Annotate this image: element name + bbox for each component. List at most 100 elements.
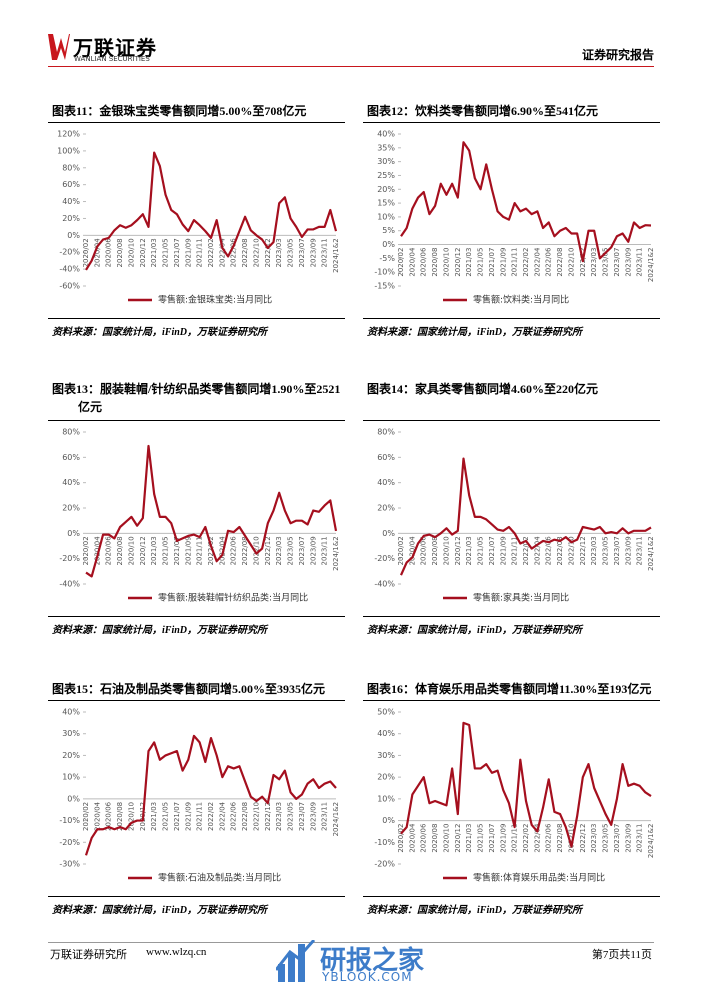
x-tick-label: 2022/10 [567,824,575,853]
y-tick-label: -60% [59,282,80,291]
y-tick-label: 60% [377,453,395,462]
x-tick-label: 2021/07 [173,536,181,565]
x-tick-label: 2023/07 [298,238,306,267]
x-tick-label: 2020/04 [408,536,416,566]
chart: -30% -20% -10% 0% 10% 20% 30% 40% 2020/02 2020/04… [59,708,340,884]
y-tick-label: -20% [59,248,80,257]
x-tick-label: 2022/10 [567,248,575,277]
x-tick-label: 2020/04 [408,823,416,853]
chart-title: 图表14：家具类零售额同增4.60%至220亿元 [367,382,599,396]
x-tick-label: 2020/12 [454,824,462,853]
series-line [400,141,652,263]
series-line [85,151,338,271]
x-tick-label: 2021/09 [499,536,507,565]
x-tick-label: 2021/05 [162,536,170,565]
x-tick-label: 2022/10 [567,536,575,565]
x-tick-label: 2023/03 [275,802,283,831]
x-tick-label: 2021/11 [511,536,519,565]
x-tick-label: 2020/06 [105,801,113,831]
x-tick-label: 2021/09 [499,824,507,853]
x-tick-label: 2023/11 [321,536,329,565]
x-tick-label: 2024/1&2 [332,802,340,837]
source-rule [48,616,345,617]
x-tick-label: 2021/07 [488,824,496,853]
watermark-subtext: YBLOOK.COM [322,970,413,984]
x-tick-label: 2023/11 [636,536,644,565]
x-tick-label: 2021/05 [477,248,485,277]
chart: -20% -10% 0% 10% 20% 30% 40% 50% 2020/02 2020/04 2… [374,708,655,884]
source-note: 资料来源：国家统计局，iFinD，万联证券研究所 [52,905,268,916]
watermark-text: 研报之家 [320,946,425,976]
source-note: 资料来源：国家统计局，iFinD，万联证券研究所 [367,625,583,636]
x-tick-label: 2024/1&2 [332,536,340,571]
footer-website: www.wlzq.cn [146,946,207,958]
x-tick-label: 2023/11 [321,802,329,831]
x-tick-label: 2022/08 [556,248,564,277]
x-tick-label: 2022/12 [264,536,272,565]
y-tick-label: 0% [67,231,80,240]
y-tick-label: 35% [377,143,395,152]
watermark-icon [276,940,316,982]
x-tick-label: 2022/04 [533,823,541,853]
source-note: 资料来源：国家统计局，iFinD，万联证券研究所 [52,327,268,338]
series-line [84,734,337,856]
y-tick-label: 0% [67,794,80,803]
x-tick-label: 2020/12 [139,536,147,565]
y-tick-label: 10% [377,794,395,803]
y-tick-label: 10% [62,773,80,782]
x-tick-label: 2020/08 [431,248,439,277]
source-rule [363,318,660,319]
series-line [399,457,652,576]
x-tick-label: 2020/06 [420,823,428,853]
x-tick-label: 2023/07 [298,536,306,565]
y-tick-label: 60% [62,180,80,189]
x-tick-label: 2021/03 [150,802,158,831]
y-tick-label: 20% [62,504,80,513]
x-tick-label: 2022/08 [556,536,564,565]
x-tick-label: 2022/10 [252,238,260,267]
x-tick-label: 2022/10 [252,536,260,565]
x-tick-label: 2022/08 [241,802,249,831]
chart-title: 图表16：体育娱乐用品类零售额同增11.30%至193亿元 [367,682,652,696]
x-tick-label: 2020/12 [454,248,462,277]
x-tick-label: 2021/11 [196,238,204,267]
y-tick-label: 40% [62,708,80,717]
y-tick-label: 15% [377,199,395,208]
x-tick-label: 2020/06 [105,238,113,268]
title-rule [363,122,660,123]
x-tick-label: 2020/12 [139,238,147,267]
x-tick-label: 2021/09 [184,536,192,565]
y-tick-label: 80% [62,163,80,172]
logo-text: 万联证券 [73,36,157,60]
y-tick-label: 30% [377,157,395,166]
x-tick-label: 2023/05 [602,536,610,565]
source-note: 资料来源：国家统计局，iFinD，万联证券研究所 [367,327,583,338]
x-tick-label: 2023/11 [321,238,329,267]
y-tick-label: 120% [57,130,80,139]
x-tick-label: 2023/09 [309,802,317,831]
x-tick-label: 2021/11 [511,824,519,853]
y-tick-label: 40% [62,478,80,487]
chart-title: 图表12：饮料类零售额同增6.90%至541亿元 [367,104,599,118]
y-tick-label: 30% [62,729,80,738]
title-rule [48,420,345,421]
x-tick-label: 2022/12 [579,824,587,853]
x-tick-label: 2020/08 [431,824,439,853]
y-tick-label: 50% [377,708,395,717]
chart: -40% -20% 0% 20% 40% 60% 80% 2020/02 2020/04 2020… [374,428,655,604]
legend-label: 零售额:金银珠宝类:当月同比 [158,294,272,306]
y-tick-label: 20% [62,214,80,223]
y-tick-label: 80% [377,428,395,437]
x-tick-label: 2020/04 [93,801,101,831]
x-tick-label: 2021/05 [477,824,485,853]
footer-rule [48,942,654,943]
x-tick-label: 2020/02 [397,824,405,853]
x-tick-label: 2022/06 [545,536,553,566]
y-tick-label: 0% [67,529,80,538]
x-tick-label: 2021/11 [196,536,204,565]
x-tick-label: 2020/10 [442,248,450,277]
x-tick-label: 2022/08 [241,238,249,267]
y-tick-label: -5% [379,254,395,263]
x-tick-label: 2020/10 [127,536,135,565]
y-tick-label: 5% [382,226,395,235]
